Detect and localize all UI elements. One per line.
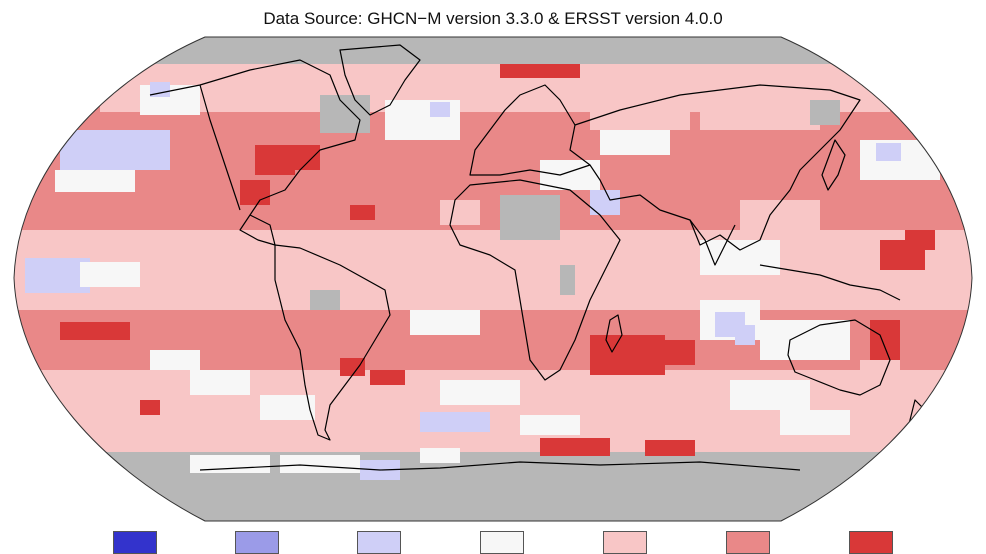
asia-coastline [574, 84, 861, 251]
legend-swatch-warmer [726, 531, 770, 554]
south-america-coastline [274, 244, 391, 441]
africa-coastline [449, 179, 621, 381]
map-title: Data Source: GHCN−M version 3.3.0 & ERSS… [263, 9, 723, 28]
anomaly-patches [25, 64, 940, 480]
greenland-coastline [339, 44, 421, 116]
indonesia-coastline [759, 264, 901, 301]
coastlines [149, 44, 926, 471]
legend-swatch-neutral [480, 531, 524, 554]
polar-nodata-south [14, 452, 972, 521]
north-america-coastline [149, 59, 361, 246]
legend [0, 531, 986, 554]
tropical-band [14, 230, 972, 310]
legend-swatch-much-cooler [113, 531, 157, 554]
legend-swatch-much-warmer [849, 531, 893, 554]
antarctica-coastline [199, 461, 801, 471]
legend-swatch-slightly-cooler [357, 531, 401, 554]
madagascar-coastline [605, 314, 623, 353]
australia-coastline [787, 319, 891, 396]
japan-coastline [821, 139, 846, 191]
europe-coastline [469, 84, 591, 176]
india-coastline [689, 219, 736, 266]
legend-swatch-slightly-warmer [603, 531, 647, 554]
legend-swatch-cooler [235, 531, 279, 554]
